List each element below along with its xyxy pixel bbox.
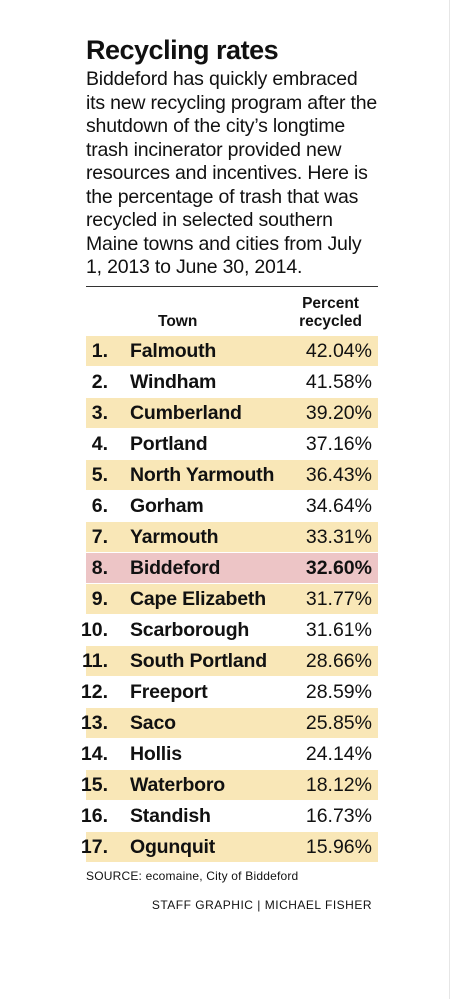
town-name: Falmouth: [130, 339, 217, 362]
rank-label: 2.: [91, 370, 108, 393]
percent-value: 24.14%: [305, 742, 372, 765]
percent-value: 34.64%: [305, 494, 372, 517]
percent-value: 25.85%: [305, 711, 372, 734]
rank-label: 5.: [91, 463, 108, 486]
percent-value: 42.04%: [305, 339, 372, 362]
chart-description: Biddeford has quickly embraced its new r…: [86, 68, 378, 278]
table-row: 8. Biddeford 32.60%: [86, 552, 378, 583]
credit-line: STAFF GRAPHIC | MICHAEL FISHER: [151, 897, 372, 912]
percent-value: 33.31%: [305, 525, 372, 548]
town-name: Gorham: [130, 494, 204, 517]
table-row: 10. Scarborough 31.61%: [81, 615, 378, 645]
rank-label: 9.: [91, 587, 108, 610]
table-header: Town Percent recycled: [86, 287, 378, 336]
rank-label: 3.: [91, 401, 108, 424]
rank-label: 8.: [91, 556, 108, 579]
recycling-table: Town Percent recycled 1. Falmouth 42.04% 2.…: [81, 285, 378, 862]
rank-label: 17.: [80, 835, 108, 858]
table-body: 1. Falmouth 42.04% 2. Windham 41.58% 3. Cumberl…: [81, 335, 378, 862]
table-row: 16. Standish 16.73%: [81, 801, 378, 831]
rank-label: 4.: [91, 432, 108, 455]
town-name: Hollis: [130, 742, 182, 765]
town-name: Waterboro: [130, 773, 225, 796]
graphic: Recycling rates Biddeford has quickly em…: [81, 34, 378, 912]
town-name: Freeport: [130, 680, 208, 703]
table-row: 15. Waterboro 18.12%: [81, 769, 378, 800]
town-name: Cumberland: [130, 401, 242, 424]
table-row: 9. Cape Elizabeth 31.77%: [86, 583, 378, 614]
town-name: Cape Elizabeth: [130, 587, 266, 610]
rank-label: 14.: [80, 742, 108, 765]
town-name: Biddeford: [130, 556, 221, 579]
town-name: Yarmouth: [130, 525, 219, 548]
table-row: 13. Saco 25.85%: [81, 707, 378, 738]
source-note: SOURCE: ecomaine, City of Biddeford: [86, 868, 299, 883]
table-row: 17. Ogunquit 15.96%: [81, 831, 378, 862]
percent-value: 28.66%: [305, 649, 372, 672]
rank-label: 11.: [81, 649, 108, 672]
town-name: Ogunquit: [130, 835, 216, 858]
column-header-percent-line1: Percent: [302, 294, 359, 312]
rank-label: 10.: [80, 618, 108, 641]
rank-label: 7.: [91, 525, 108, 548]
table-row: 2. Windham 41.58%: [86, 367, 378, 397]
percent-value: 39.20%: [305, 401, 372, 424]
town-name: Scarborough: [130, 618, 250, 641]
column-header-percent: Percent recycled: [299, 295, 362, 331]
table-row: 5. North Yarmouth 36.43%: [86, 459, 378, 490]
percent-value: 32.60%: [305, 556, 372, 579]
chart-title: Recycling rates: [86, 35, 279, 65]
column-header-town: Town: [158, 312, 198, 330]
table-row: 1. Falmouth 42.04%: [86, 335, 378, 366]
town-name: Saco: [130, 711, 176, 734]
rank-label: 12.: [80, 680, 108, 703]
percent-value: 41.58%: [305, 370, 372, 393]
table-row: 12. Freeport 28.59%: [81, 677, 378, 707]
town-name: South Portland: [130, 649, 267, 672]
rank-label: 13.: [80, 711, 108, 734]
town-name: Standish: [130, 804, 211, 827]
town-name: Windham: [130, 370, 217, 393]
table-row: 7. Yarmouth 33.31%: [86, 521, 378, 552]
percent-value: 16.73%: [305, 804, 372, 827]
rank-label: 6.: [91, 494, 108, 517]
column-header-percent-line2: recycled: [299, 312, 362, 330]
town-name: North Yarmouth: [130, 463, 275, 486]
town-name: Portland: [130, 432, 208, 455]
page-edge-rule: [449, 0, 450, 999]
percent-value: 31.61%: [305, 618, 372, 641]
table-row: 6. Gorham 34.64%: [86, 491, 378, 521]
table-row: 14. Hollis 24.14%: [81, 739, 378, 769]
percent-value: 15.96%: [305, 835, 372, 858]
percent-value: 36.43%: [305, 463, 372, 486]
table-row: 4. Portland 37.16%: [86, 429, 378, 459]
table-row: 11. South Portland 28.66%: [82, 645, 378, 676]
percent-value: 28.59%: [305, 680, 372, 703]
rank-label: 16.: [80, 804, 108, 827]
rank-label: 15.: [80, 773, 108, 796]
percent-value: 18.12%: [305, 773, 372, 796]
rank-label: 1.: [91, 339, 108, 362]
percent-value: 31.77%: [305, 587, 372, 610]
percent-value: 37.16%: [305, 432, 372, 455]
table-row: 3. Cumberland 39.20%: [86, 397, 378, 428]
